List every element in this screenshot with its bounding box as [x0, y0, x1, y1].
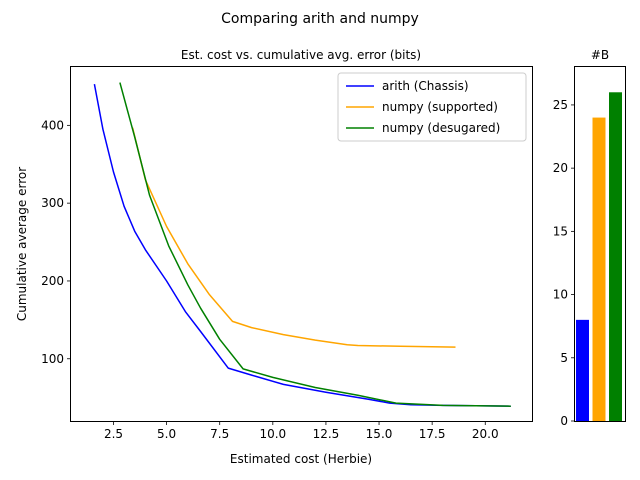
- x-tick-label: 12.5: [313, 427, 340, 441]
- bar-y-axis-ticks: 0 5 10 15 20 25: [553, 98, 575, 428]
- bar-chart-plot-area: [576, 92, 622, 422]
- bar-0: [576, 319, 589, 421]
- y-axis-label: Cumulative average error: [15, 167, 29, 321]
- x-tick-label: 15.0: [366, 427, 393, 441]
- bar-y-tick-label: 20: [553, 161, 568, 175]
- bar-y-tick-label: 0: [560, 414, 568, 428]
- x-tick-label: 17.5: [419, 427, 446, 441]
- bar-1: [592, 117, 606, 422]
- bar-y-tick-label: 25: [553, 98, 568, 112]
- x-tick-label: 7.5: [210, 427, 229, 441]
- legend-label-1: numpy (supported): [382, 100, 498, 114]
- x-axis-ticks: 2.5 5.0 7.5 10.0 12.5 15.0 17.5 20.0: [104, 421, 499, 441]
- bar-chart-title: #B: [591, 48, 609, 62]
- figure-suptitle: Comparing arith and numpy: [221, 11, 419, 27]
- x-tick-label: 10.0: [259, 427, 286, 441]
- bar-y-tick-label: 15: [553, 224, 568, 238]
- y-tick-label: 200: [41, 274, 64, 288]
- bar-chart: #B 0 5 10 15 20 25: [553, 48, 626, 428]
- series-line-2: [119, 82, 511, 407]
- series-line-0: [93, 83, 511, 407]
- y-tick-label: 400: [41, 118, 64, 132]
- x-tick-label: 20.0: [472, 427, 499, 441]
- legend: arith (Chassis) numpy (supported) numpy (d…: [337, 72, 527, 142]
- legend-label-2: numpy (desugared): [382, 121, 500, 135]
- legend-label-0: arith (Chassis): [382, 79, 469, 93]
- line-chart-title: Est. cost vs. cumulative avg. error (bit…: [181, 48, 421, 62]
- bar-y-tick-label: 5: [560, 351, 568, 365]
- line-chart-frame: [70, 66, 533, 422]
- bar-y-tick-label: 10: [553, 288, 568, 302]
- y-tick-label: 300: [41, 196, 64, 210]
- bar-2: [609, 92, 622, 422]
- x-tick-label: 2.5: [104, 427, 123, 441]
- line-chart: Est. cost vs. cumulative avg. error (bit…: [15, 48, 533, 466]
- y-axis-ticks: 100 200 300 400: [41, 118, 71, 366]
- line-chart-plot-area: [93, 82, 511, 407]
- x-tick-label: 5.0: [157, 427, 176, 441]
- y-tick-label: 100: [41, 352, 64, 366]
- bar-chart-frame: [574, 66, 626, 422]
- x-axis-label: Estimated cost (Herbie): [230, 452, 372, 466]
- legend-box: [337, 72, 527, 142]
- series-line-1: [131, 127, 456, 348]
